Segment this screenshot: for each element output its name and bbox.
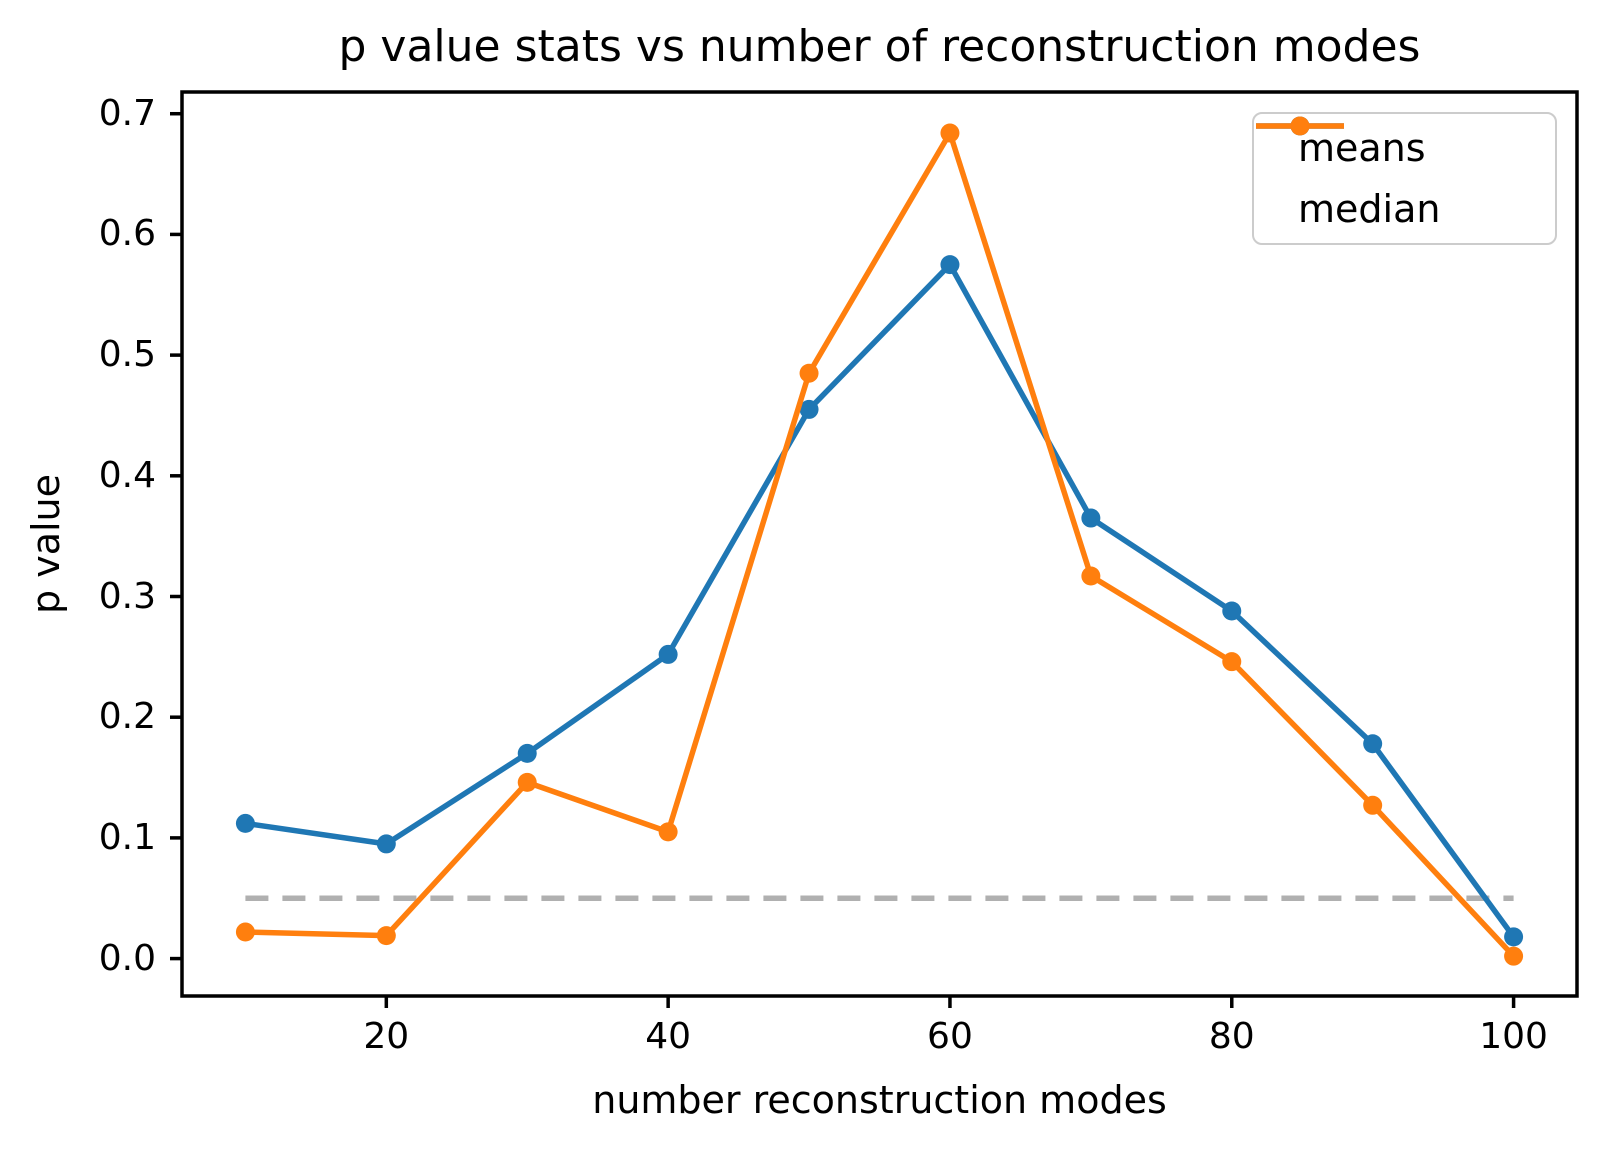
series-line-means — [242, 261, 1517, 940]
x-axis-label: number reconstruction modes — [592, 1078, 1167, 1122]
data-point-median — [235, 922, 255, 942]
data-point-means — [940, 255, 960, 275]
x-tick-label: 20 — [363, 1016, 410, 1057]
data-point-means — [1504, 927, 1524, 947]
data-point-means — [658, 644, 678, 664]
x-tick-label: 60 — [927, 1016, 973, 1057]
legend-row-median: median — [1256, 116, 1555, 234]
data-point-means — [1363, 734, 1383, 754]
x-tick-label: 40 — [645, 1016, 692, 1057]
data-point-median — [376, 926, 396, 946]
y-tick-label: 0.2 — [98, 696, 156, 738]
data-point-median — [1081, 566, 1101, 586]
series-line-median — [242, 130, 1517, 959]
data-point-means — [1222, 601, 1242, 621]
y-tick-label: 0.7 — [98, 92, 156, 134]
y-tick-label: 0.1 — [98, 816, 156, 858]
y-axis-label: p value — [24, 474, 68, 614]
data-point-means — [1081, 508, 1101, 528]
axes-spines — [180, 90, 1579, 998]
y-tick-label: 0.0 — [98, 937, 156, 979]
y-tick-label: 0.3 — [98, 575, 156, 617]
y-tick-label: 0.4 — [98, 454, 156, 496]
data-point-median — [658, 822, 678, 842]
data-point-median — [1504, 946, 1524, 966]
data-point-means — [235, 813, 255, 833]
legend: means median — [1252, 112, 1557, 245]
legend-label-median: median — [1298, 187, 1441, 232]
legend-label-means: means — [1298, 125, 1426, 170]
data-point-median — [1363, 795, 1383, 815]
x-tick-label: 80 — [1208, 1016, 1255, 1057]
data-point-median — [517, 772, 537, 792]
chart-title: p value stats vs number of reconstructio… — [338, 21, 1421, 72]
y-tick-label: 0.6 — [98, 213, 156, 255]
data-point-median — [799, 363, 819, 383]
data-point-means — [517, 743, 537, 763]
x-tick-label: 100 — [1479, 1016, 1548, 1057]
data-point-median — [940, 123, 960, 143]
y-tick-label: 0.5 — [98, 334, 156, 376]
legend-median-line-icon — [1256, 116, 1344, 136]
data-point-means — [799, 399, 819, 419]
data-point-means — [376, 834, 396, 854]
data-point-median — [1222, 652, 1242, 672]
